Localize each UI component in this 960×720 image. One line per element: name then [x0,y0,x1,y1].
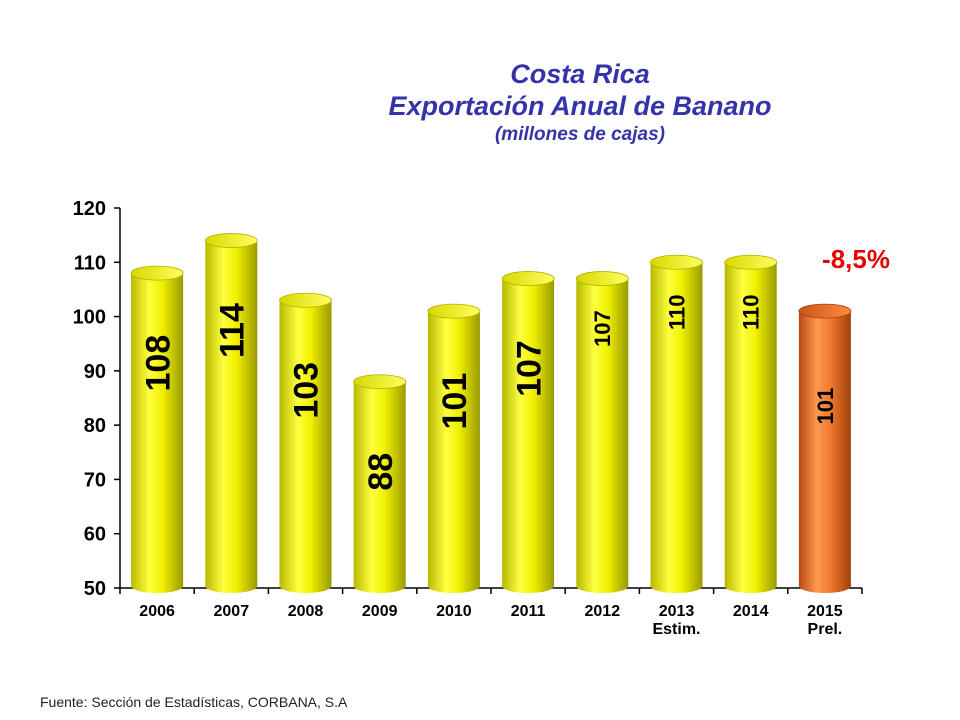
bar-data-label: 101 [436,373,474,430]
bar-body [353,381,406,593]
bar-top [204,233,258,248]
bar-top [501,271,555,286]
bar-body [279,300,332,593]
y-tick-label: 110 [74,252,106,274]
x-tick-label: Prel. [808,621,843,638]
y-tick-label: 80 [84,415,106,437]
chart-subtitle: (millones de cajas) [494,124,665,145]
bar-data-label: 110 [739,295,764,331]
y-tick-label: 120 [73,198,106,220]
chart-title-country: Costa Rica [510,59,650,89]
bar-body [502,278,555,593]
x-tick-label: 2012 [585,603,621,620]
x-tick-label: 2009 [362,603,398,620]
bar-body [427,311,480,593]
bar-2006: 108 [130,265,184,593]
bar-body [576,278,629,593]
y-tick-label: 100 [73,307,106,329]
bar-top [427,303,481,319]
chart-title-block: Costa Rica Exportación Anual de Banano (… [340,58,820,148]
bar-body [724,262,777,593]
bar-data-label: 107 [510,340,548,397]
bar-2011: 107 [501,271,555,593]
bar-2013: 110 [650,254,703,593]
x-tick-label: 2014 [733,603,769,620]
x-tick-label: 2011 [511,603,546,620]
bar-2012: 107 [575,271,629,593]
bar-2008: 103 [279,292,332,593]
chart-title: Exportación Anual de Banano [388,91,772,121]
x-tick-label: 2006 [139,603,175,620]
y-tick-label: 70 [84,469,106,491]
x-tick-label: 2008 [288,603,324,620]
bar-body [131,273,184,593]
bar-top [798,303,852,319]
y-tick-label: 90 [84,361,106,383]
x-tick-label: 2013 [659,603,695,620]
bar-2007: 114 [204,233,258,593]
bar-top [130,265,184,281]
bar-body [205,240,258,593]
x-tick-label: 2007 [214,603,250,620]
annotation-percent-change: -8,5% [822,244,890,274]
y-tick-label: 60 [84,524,106,546]
bar-top [650,254,703,270]
bar-body [798,311,851,593]
bar-top [279,292,332,308]
source-note: Fuente: Sección de Estadísticas, CORBANA… [40,694,348,710]
x-tick-label: Estim. [652,621,700,638]
bar-2009: 88 [353,374,407,593]
bar-top [575,271,629,286]
bar-2014: 110 [724,254,778,593]
bar-top [353,374,407,390]
bar-body [650,262,703,593]
bar-data-label: 108 [139,335,177,392]
bar-top [724,254,778,270]
bar-data-label: 110 [664,295,689,331]
bar-2015: 101 [798,303,852,593]
bar-data-label: 103 [288,362,326,419]
bar-2010: 101 [427,303,481,593]
bar-data-label: 101 [813,388,838,425]
x-tick-label: 2010 [436,603,472,620]
bar-data-label: 107 [590,310,615,347]
bar-data-label: 88 [362,453,400,491]
y-tick-label: 50 [84,578,106,600]
bar-data-label: 114 [214,303,252,358]
x-tick-label: 2015 [807,603,843,620]
